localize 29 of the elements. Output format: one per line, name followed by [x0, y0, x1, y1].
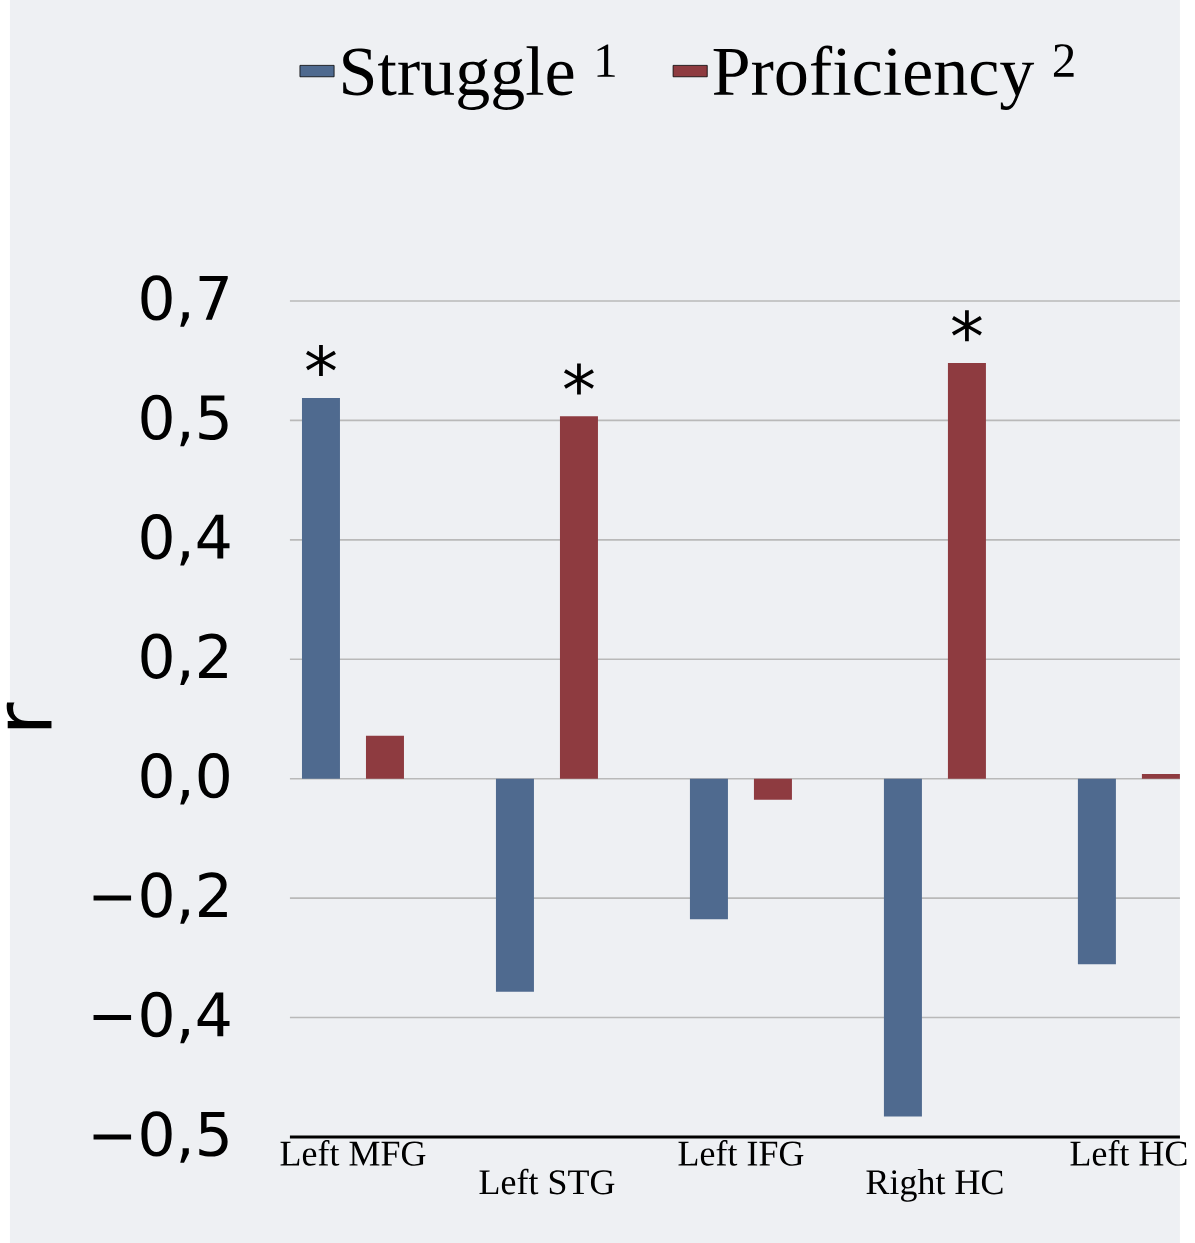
x-tick-label: Left IFG — [678, 1140, 804, 1166]
bar — [365, 735, 404, 779]
annotation: * — [563, 363, 594, 395]
x-tick-label: Left STG — [479, 1168, 615, 1195]
y-tick-label: 0,5 — [141, 394, 228, 447]
y-tick-label: −0,4 — [93, 991, 230, 1044]
bar — [947, 363, 986, 779]
bar — [559, 416, 598, 779]
y-axis-title: r — [6, 702, 52, 729]
bar — [1141, 773, 1180, 779]
bar — [1077, 778, 1116, 965]
y-tick-label: 0,4 — [141, 514, 230, 566]
legend-label: Proficiency $^{2}$ — [713, 44, 1074, 110]
legend-label: Struggle $^{1}$ — [343, 44, 615, 110]
bar — [689, 778, 728, 920]
y-tick-label: −0,2 — [93, 872, 227, 924]
bar — [301, 397, 340, 779]
y-tick-label: 0,2 — [141, 633, 227, 686]
annotation: * — [305, 345, 336, 377]
annotation: * — [951, 310, 982, 342]
y-tick-label: −0,5 — [93, 1111, 228, 1163]
y-tick-label: 0,7 — [141, 275, 228, 327]
x-tick-label: Left HC — [1070, 1140, 1187, 1166]
x-tick-label: Left MFG — [280, 1140, 426, 1166]
x-tick-label: Right HC — [866, 1169, 1003, 1202]
bar — [495, 778, 534, 992]
bar — [883, 778, 922, 1117]
y-tick-label: 0,0 — [141, 752, 229, 805]
bar — [753, 778, 792, 800]
